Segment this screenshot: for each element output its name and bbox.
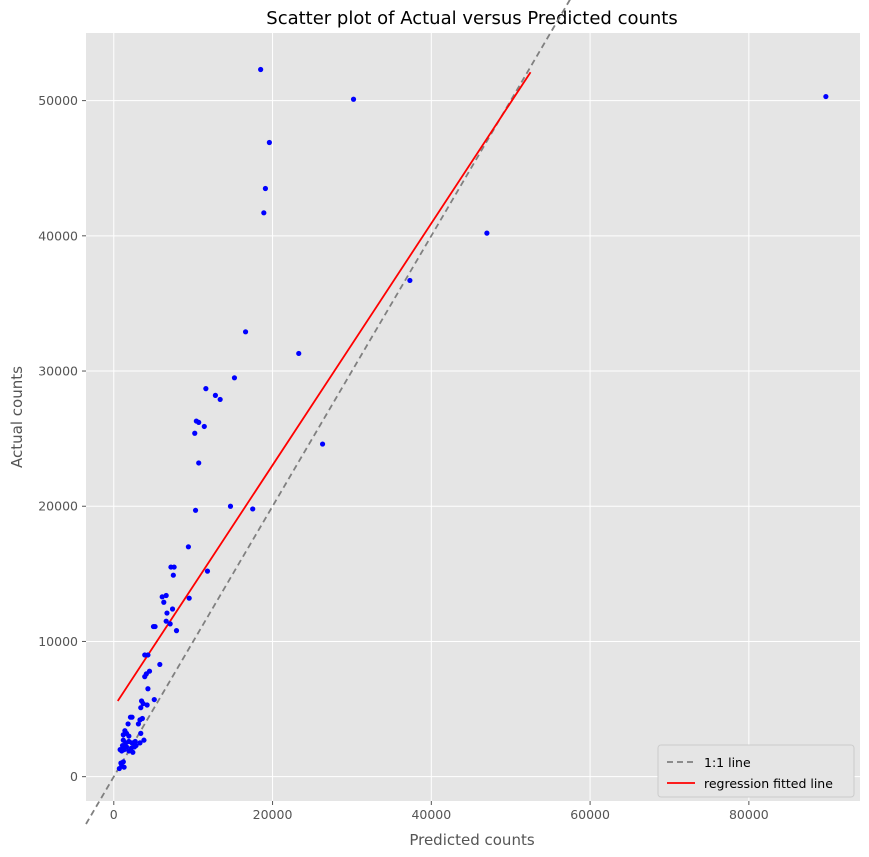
data-point [151,696,157,703]
data-point [152,623,158,630]
data-point [192,430,198,436]
data-point [823,93,829,100]
data-point [204,568,211,574]
data-point [250,506,256,512]
data-point [141,737,147,743]
data-point [258,66,264,73]
data-point [145,652,151,658]
data-point [266,139,272,146]
y-tick-label: 20000 [38,499,78,514]
data-point [161,599,167,605]
data-point [196,419,202,426]
data-point [145,686,151,692]
data-point [407,277,413,284]
data-point [231,375,238,381]
data-point [186,595,192,601]
data-point [157,661,163,668]
legend-box [657,744,855,798]
data-point [163,618,169,624]
data-point [130,749,136,755]
data-point [120,759,126,765]
data-point [138,705,144,711]
data-points [116,66,829,772]
data-point [170,572,176,578]
x-axis-ticks: 0 20000 40000 60000 80000 [110,801,769,822]
data-point [261,210,267,216]
regression-line [117,71,532,702]
data-point [296,350,302,357]
data-point [125,721,131,727]
data-point [227,503,234,509]
x-axis-label: Predicted counts [409,831,535,849]
data-point [262,185,269,192]
data-point [203,386,209,392]
data-point [217,396,223,403]
data-point [129,714,135,720]
legend-regression-label: regression fitted line [704,776,833,791]
data-point [143,671,149,677]
legend: 1:1 line regression fitted line [657,744,855,798]
data-point [484,230,490,236]
x-tick-label: 0 [110,807,118,822]
x-tick-label: 40000 [411,807,451,822]
data-point [212,392,218,398]
data-point [139,715,145,722]
identity-line [85,0,571,825]
y-tick-label: 0 [70,769,78,784]
data-point [242,329,249,335]
data-point [169,606,176,612]
plot-area [86,33,860,801]
data-point [196,460,202,466]
y-axis-label: Actual counts [8,366,26,468]
data-point [116,765,122,772]
data-point [171,564,177,570]
data-point [167,621,173,627]
grid-lines [86,33,860,801]
data-point [121,764,127,770]
data-point [350,96,357,102]
data-point [126,733,132,739]
data-point [185,544,192,550]
data-point [192,507,199,513]
data-point [119,748,125,754]
data-point [319,441,326,447]
chart-title: Scatter plot of Actual versus Predicted … [266,8,677,29]
data-point [126,748,132,754]
data-point [144,702,150,708]
data-point [119,742,126,749]
x-tick-label: 60000 [570,807,610,822]
y-axis-ticks: 0 10000 20000 30000 40000 50000 [38,93,86,784]
y-tick-label: 50000 [38,93,78,108]
legend-identity-label: 1:1 line [704,755,751,770]
data-point [135,721,141,727]
y-tick-label: 10000 [38,634,78,649]
data-point [173,628,180,634]
data-point [164,610,170,616]
data-point [159,594,165,600]
data-point [129,740,135,746]
y-tick-label: 40000 [38,228,78,243]
data-point [131,744,138,750]
y-tick-label: 30000 [38,364,78,379]
data-point [201,423,207,430]
x-tick-label: 80000 [729,807,769,822]
data-point [138,730,144,736]
data-point [140,701,146,707]
x-tick-label: 20000 [253,807,293,822]
data-point [163,592,169,599]
data-point [137,740,143,746]
